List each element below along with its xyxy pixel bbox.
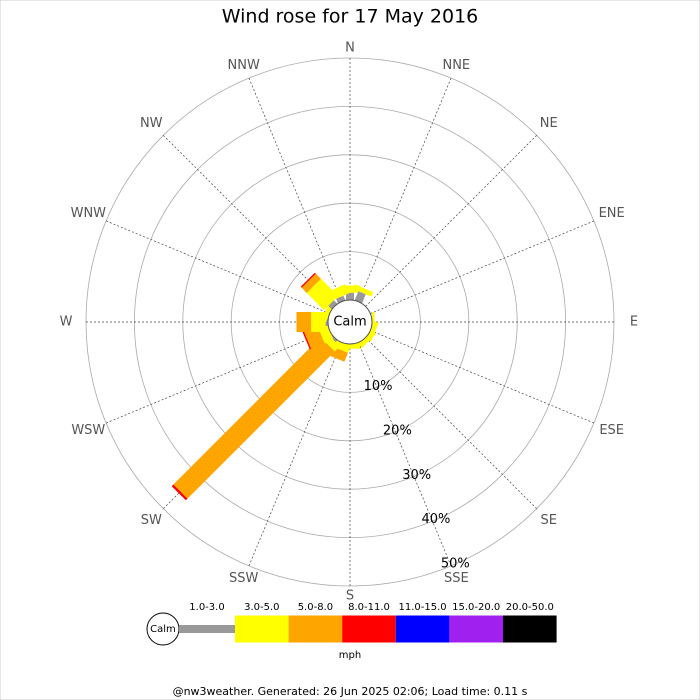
legend-label: 3.0-5.0 [244,602,279,613]
spoke [358,77,452,302]
spoke [358,342,452,567]
wind-bar [296,312,312,332]
legend-swatch [235,615,289,643]
calm-circle [327,299,373,345]
footer: @nw3weather. Generated: 26 Jun 2025 02:0… [173,685,528,698]
direction-label: WNW [71,206,107,221]
wind-bar [173,337,335,499]
legend-swatch [395,615,450,643]
spoke [248,77,342,302]
legend-label: 1.0-3.0 [189,602,224,613]
direction-label: W [60,315,73,330]
direction-label: SSE [444,571,469,586]
spoke [365,337,537,509]
wind-bar [352,284,374,297]
direction-label: ESE [599,423,624,438]
chart-title: Wind rose for 17 May 2016 [222,6,479,28]
legend-unit: mph [339,650,361,661]
legend-label: 8.0-11.0 [348,602,390,613]
legend-label: 15.0-20.0 [452,602,500,613]
wind-bar [336,295,346,304]
legend-swatch [342,615,396,643]
wind-bar [311,312,326,332]
legend-swatch [288,615,343,643]
legend-label: 20.0-50.0 [506,602,554,613]
spoke [105,220,330,314]
legend-calm-label: Calm [150,624,176,635]
direction-label: NNE [442,58,470,73]
direction-label: WSW [71,423,105,438]
direction-label: SE [541,513,557,528]
ring-label: 50% [441,557,470,572]
calm-label: Calm [333,315,366,330]
direction-label: SSW [229,571,259,586]
direction-label: N [345,41,355,56]
ring-label: 20% [383,423,412,438]
legend-swatch [449,615,503,643]
spoke [248,342,342,567]
spoke [365,135,537,307]
legend-label: 5.0-8.0 [298,602,333,613]
wind-bar [326,284,349,301]
legend-swatch [179,625,235,633]
wind-bar [306,278,339,311]
ring-label: 40% [422,512,451,527]
wind-bar [346,292,354,300]
direction-label: NNW [228,58,260,73]
ring-label: 30% [402,468,431,483]
wind-bar [354,291,366,304]
legend-swatch [503,615,557,643]
wind-bar [300,272,316,288]
legend-label: 11.0-15.0 [399,602,447,613]
ring-label: 10% [364,379,393,394]
direction-label: NE [540,116,558,131]
spoke [105,330,330,424]
wind-bar [328,300,338,310]
spoke [370,220,595,314]
spoke [163,135,335,307]
wind-bar [171,484,188,501]
direction-label: NW [140,116,163,131]
spoke [370,330,595,424]
direction-label: ENE [599,206,625,221]
direction-label: E [630,315,638,330]
wind-bar [302,330,312,350]
direction-label: S [346,589,354,604]
wind-bar [301,273,321,293]
direction-label: SW [141,513,162,528]
